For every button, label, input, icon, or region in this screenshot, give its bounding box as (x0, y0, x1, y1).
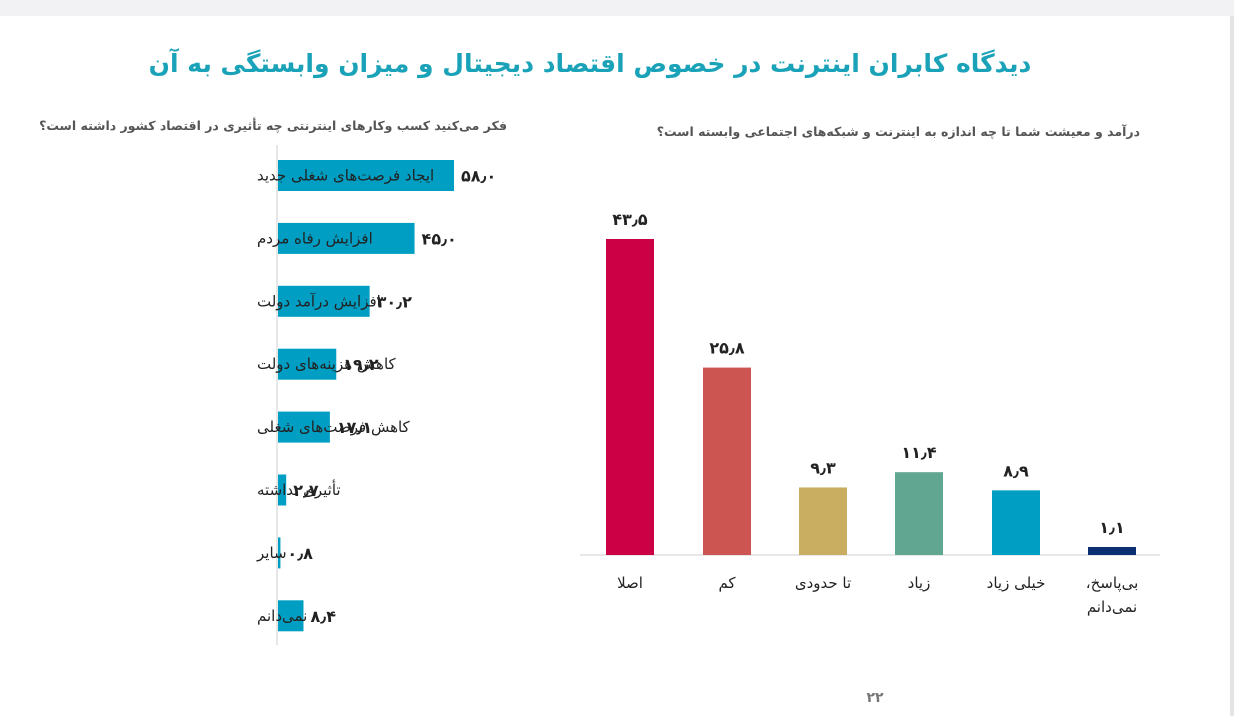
bar (278, 474, 287, 506)
category-label: نمی‌دانم (257, 607, 307, 625)
page-title: دیدگاه کابران اینترنت در خصوص اقتصاد دیج… (148, 49, 1032, 78)
bar (278, 285, 370, 317)
category-label: افزایش رفاه مردم (257, 229, 373, 247)
bar (278, 160, 454, 191)
category-label: سایر (256, 544, 287, 562)
data-label: ۸٫۴ (310, 607, 336, 626)
page-number: ۲۲ (866, 690, 884, 706)
data-label: ۲٫۷ (293, 481, 319, 500)
category-label: کاهش فرصت‌های شغلی (257, 418, 411, 436)
impact-bar-chart: ۵۸٫۰ ایجاد فرصت‌های شغلی جدید ۴۵٫۰ افزایش ر… (256, 145, 496, 645)
bar (278, 222, 415, 254)
data-label: ۱۹٫۲ (343, 355, 379, 374)
data-label: ۰٫۸ (287, 544, 313, 563)
data-label: ۴۵٫۰ (422, 229, 457, 248)
data-label: ۵۸٫۰ (461, 167, 496, 186)
data-label: ۳۰٫۲ (377, 292, 413, 311)
bar (278, 411, 330, 443)
bar (278, 537, 281, 569)
category-label: تأثیری نداشته (257, 479, 341, 499)
bar (278, 348, 337, 380)
right-chart-title: درآمد و معیشت شما تا چه اندازه به اینترن… (656, 124, 1140, 139)
category-label: کاهش هزینه‌های دولت (257, 355, 397, 373)
category-label: ایجاد فرصت‌های شغلی جدید (257, 167, 434, 185)
category-label: افزایش درآمد دولت (257, 292, 381, 310)
window-top-strip (0, 0, 1234, 16)
left-chart-title: فکر می‌کنید کسب وکارهای اینترنتی چه تأثی… (39, 118, 507, 133)
bar (278, 600, 304, 632)
data-label: ۱۷٫۱ (337, 418, 372, 437)
